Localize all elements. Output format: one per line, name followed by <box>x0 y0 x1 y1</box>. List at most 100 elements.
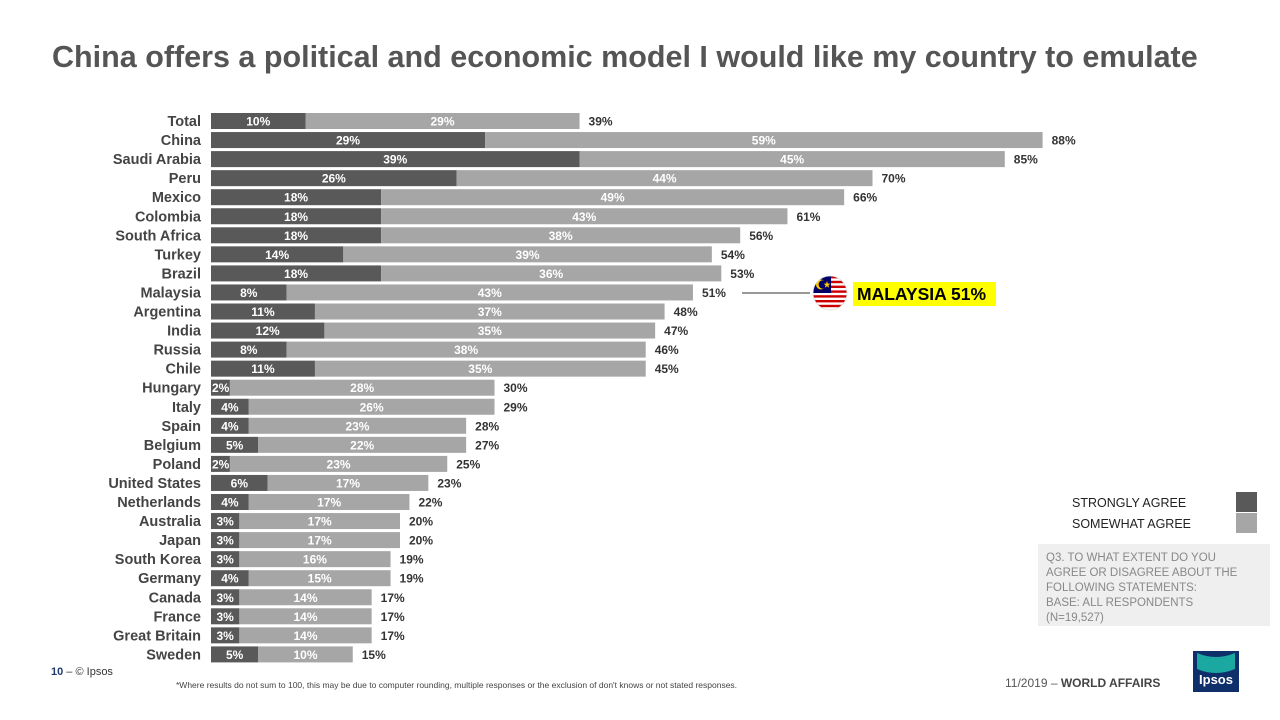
data-label-strongly-canada: 3% <box>217 591 235 605</box>
data-label-strongly-peru: 26% <box>322 172 346 186</box>
bar-strongly-malaysia <box>211 284 287 301</box>
data-label-strongly-germany: 4% <box>221 572 239 586</box>
data-label-somewhat-russia: 38% <box>454 343 478 357</box>
data-label-strongly-saudi-arabia: 39% <box>383 153 407 167</box>
category-label-belgium: Belgium <box>144 438 201 454</box>
bar-strongly-sweden <box>211 646 259 663</box>
category-label-spain: Spain <box>162 419 201 435</box>
bar-strongly-total <box>211 113 306 129</box>
category-label-mexico: Mexico <box>152 190 201 206</box>
bar-somewhat-japan <box>239 532 400 549</box>
data-label-strongly-mexico: 18% <box>284 191 308 205</box>
data-label-strongly-netherlands: 4% <box>221 496 239 510</box>
data-label-somewhat-malaysia: 43% <box>478 286 502 300</box>
total-label-china: 88% <box>1052 134 1076 148</box>
data-label-strongly-south-africa: 18% <box>284 229 308 243</box>
total-label-sweden: 15% <box>362 648 386 662</box>
category-label-argentina: Argentina <box>133 305 202 321</box>
category-label-netherlands: Netherlands <box>117 495 201 511</box>
category-label-canada: Canada <box>149 590 202 606</box>
bar-somewhat-peru <box>456 170 873 187</box>
note-line: (N=19,527) <box>1046 612 1104 624</box>
bar-strongly-colombia <box>211 208 382 225</box>
data-label-somewhat-sweden: 10% <box>293 648 317 662</box>
question-note: Q3. TO WHAT EXTENT DO YOU AGREE OR DISAG… <box>1038 544 1270 626</box>
logo-text: Ipsos <box>1199 672 1233 687</box>
bar-somewhat-australia <box>239 513 400 530</box>
data-label-strongly-united-states: 6% <box>231 476 249 490</box>
note-line: Q3. TO WHAT EXTENT DO YOU <box>1046 552 1216 564</box>
bar-somewhat-united-states <box>267 474 429 491</box>
data-label-somewhat-netherlands: 17% <box>317 496 341 510</box>
data-label-somewhat-germany: 15% <box>308 572 332 586</box>
data-label-somewhat-france: 14% <box>293 610 317 624</box>
category-label-south-africa: South Africa <box>115 228 202 244</box>
data-label-strongly-china: 29% <box>336 134 360 148</box>
category-label-turkey: Turkey <box>155 247 201 263</box>
total-label-australia: 20% <box>409 515 433 529</box>
data-label-strongly-total: 10% <box>246 115 270 129</box>
bar-somewhat-brazil <box>381 265 722 282</box>
data-label-strongly-turkey: 14% <box>265 248 289 262</box>
bar-somewhat-chile <box>314 360 646 377</box>
data-label-strongly-south-korea: 3% <box>217 553 235 567</box>
footer-report: 11/2019 – WORLD AFFAIRS <box>1005 676 1161 690</box>
page-number: 10 <box>51 666 64 678</box>
bar-strongly-germany <box>211 570 249 587</box>
bar-somewhat-france <box>239 608 372 625</box>
total-label-brazil: 53% <box>730 267 754 281</box>
data-label-somewhat-india: 35% <box>478 324 502 338</box>
bar-strongly-turkey <box>211 246 344 263</box>
data-label-somewhat-saudi-arabia: 45% <box>780 153 804 167</box>
bar-somewhat-saudi-arabia <box>579 151 1005 168</box>
category-label-united-states: United States <box>108 476 201 492</box>
copyright: © Ipsos <box>75 666 113 678</box>
bar-somewhat-argentina <box>314 303 665 320</box>
total-label-colombia: 61% <box>796 210 820 224</box>
bar-strongly-spain <box>211 417 249 434</box>
data-label-strongly-colombia: 18% <box>284 210 308 224</box>
category-label-total: Total <box>167 114 201 130</box>
total-label-belgium: 27% <box>475 438 499 452</box>
category-label-france: France <box>153 609 201 625</box>
bar-somewhat-great-britain <box>239 627 372 644</box>
report-date: 11/2019 <box>1005 676 1048 690</box>
data-label-somewhat-great-britain: 14% <box>293 629 317 643</box>
total-label-hungary: 30% <box>504 381 528 395</box>
category-label-poland: Poland <box>153 457 201 473</box>
data-label-strongly-japan: 3% <box>217 534 235 548</box>
data-label-strongly-australia: 3% <box>217 515 235 529</box>
data-label-somewhat-peru: 44% <box>653 172 677 186</box>
bar-strongly-great-britain <box>211 627 240 644</box>
footer-dash: – <box>63 666 76 678</box>
data-label-strongly-chile: 11% <box>251 362 275 376</box>
data-label-somewhat-china: 59% <box>752 134 776 148</box>
bar-somewhat-sweden <box>258 646 353 663</box>
total-label-mexico: 66% <box>853 191 877 205</box>
total-label-canada: 17% <box>381 591 405 605</box>
data-label-somewhat-chile: 35% <box>468 362 492 376</box>
bar-strongly-india <box>211 322 325 339</box>
bar-strongly-chile <box>211 360 315 377</box>
bar-somewhat-poland <box>229 455 448 472</box>
data-label-strongly-hungary: 2% <box>212 381 230 395</box>
legend-swatch-somewhat <box>1236 513 1257 533</box>
category-label-brazil: Brazil <box>162 266 202 282</box>
category-label-russia: Russia <box>153 343 201 359</box>
total-label-south-africa: 56% <box>749 229 773 243</box>
data-label-strongly-italy: 4% <box>221 400 239 414</box>
legend-swatch-strongly <box>1236 492 1257 512</box>
bar-strongly-australia <box>211 513 240 530</box>
data-label-strongly-poland: 2% <box>212 457 230 471</box>
bar-strongly-france <box>211 608 240 625</box>
bar-somewhat-total <box>305 113 580 129</box>
data-label-somewhat-colombia: 43% <box>572 210 596 224</box>
data-label-strongly-malaysia: 8% <box>240 286 258 300</box>
data-label-somewhat-turkey: 39% <box>516 248 540 262</box>
page-title: China offers a political and economic mo… <box>52 40 1198 74</box>
report-name: WORLD AFFAIRS <box>1060 676 1161 690</box>
bar-strongly-hungary <box>211 379 230 396</box>
bar-somewhat-india <box>324 322 656 339</box>
data-label-strongly-argentina: 11% <box>251 305 275 319</box>
